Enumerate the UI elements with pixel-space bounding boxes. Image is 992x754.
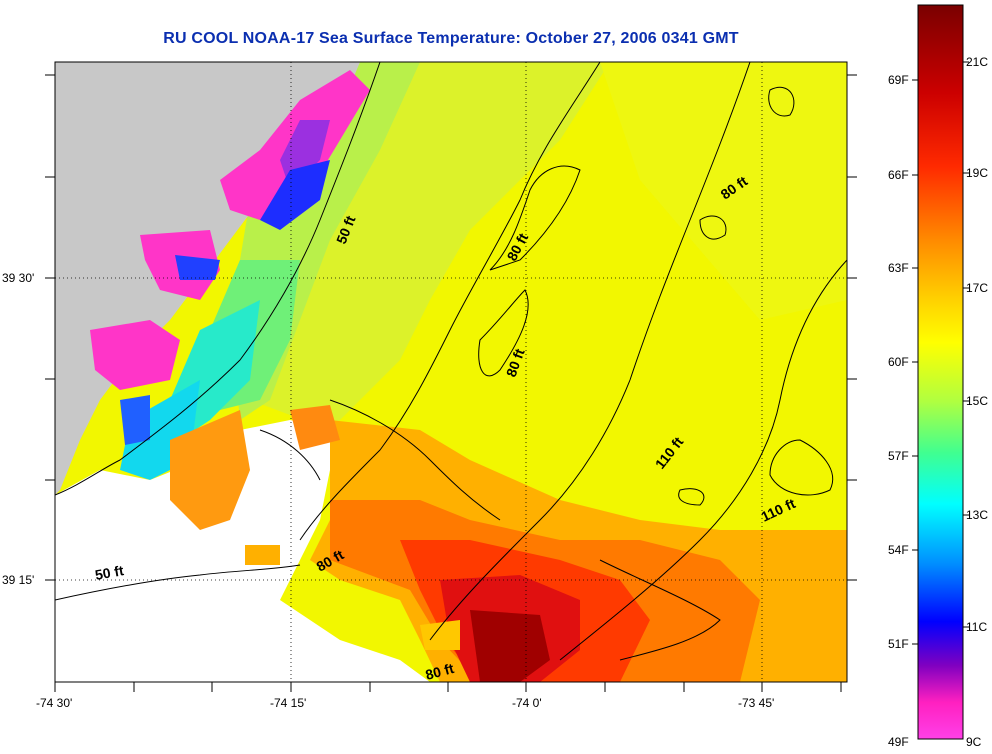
contour-label: 50 ft bbox=[94, 562, 125, 583]
graticule bbox=[55, 62, 847, 682]
colorbar-fahrenheit-label: 66F bbox=[888, 168, 909, 182]
colorbar-fahrenheit-label: 51F bbox=[888, 637, 909, 651]
longitude-label: -74 0' bbox=[512, 696, 542, 710]
colorbar-celsius-label: 21C bbox=[966, 55, 989, 69]
longitude-label: -73 45' bbox=[738, 696, 775, 710]
colorbar-fahrenheit-label: 49F bbox=[888, 735, 909, 749]
missing-data-area bbox=[55, 420, 430, 682]
colorbar-celsius-label: 13C bbox=[966, 508, 989, 522]
latitude-label: 39 30' bbox=[2, 271, 35, 285]
colorbar-fahrenheit-label: 60F bbox=[888, 355, 909, 369]
colorbar-ticks bbox=[912, 61, 969, 645]
map-frame bbox=[54, 61, 848, 683]
colorbar-celsius-label: 11C bbox=[966, 620, 988, 634]
colorbar bbox=[917, 4, 964, 740]
map-title: RU COOL NOAA-17 Sea Surface Temperature:… bbox=[163, 30, 739, 47]
colorbar-celsius-label: 9C bbox=[966, 735, 982, 749]
tick-marks bbox=[45, 74, 857, 692]
colorbar-fahrenheit-label: 69F bbox=[888, 73, 909, 87]
colorbar-fahrenheit-label: 54F bbox=[888, 543, 909, 557]
contour-label: 80 ft bbox=[424, 660, 456, 683]
colorbar-celsius-label: 17C bbox=[966, 281, 989, 295]
bathymetry-contours bbox=[55, 62, 847, 661]
colorbar-celsius-label: 15C bbox=[966, 394, 989, 408]
latitude-label: 39 15' bbox=[2, 573, 35, 587]
colorbar-fahrenheit-label: 63F bbox=[888, 261, 909, 275]
longitude-label: -74 30' bbox=[36, 696, 73, 710]
longitude-label: -74 15' bbox=[270, 696, 307, 710]
colorbar-celsius-label: 19C bbox=[966, 166, 989, 180]
colorbar-fahrenheit-label: 57F bbox=[888, 449, 909, 463]
map-field bbox=[55, 62, 847, 682]
